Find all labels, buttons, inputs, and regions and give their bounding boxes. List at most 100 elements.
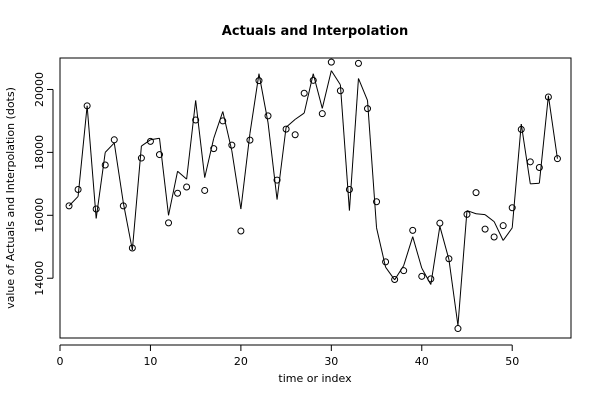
actual-point xyxy=(291,131,299,139)
interpolation-line-segment xyxy=(321,70,332,109)
actual-point xyxy=(391,275,399,283)
actual-point xyxy=(490,233,498,241)
interpolation-line-segment xyxy=(530,182,540,185)
actual-point xyxy=(409,226,417,234)
actual-point xyxy=(264,112,272,120)
point-series xyxy=(65,58,561,333)
actual-point xyxy=(282,125,290,133)
line-series xyxy=(68,70,558,326)
actual-point xyxy=(137,154,145,162)
actual-point xyxy=(183,183,191,191)
x-axis-label: time or index xyxy=(278,372,352,385)
y-axis-label: value of Actuals and Interpolation (dots… xyxy=(4,87,17,309)
actual-point xyxy=(74,186,82,194)
interpolation-line-segment xyxy=(68,196,79,207)
actual-point xyxy=(228,141,236,149)
interpolation-line-segment xyxy=(131,146,142,250)
interpolation-line-segment xyxy=(231,150,242,210)
interpolation-line-segment xyxy=(520,123,531,184)
interpolation-line-segment xyxy=(122,202,133,251)
x-tick-label: 0 xyxy=(57,355,64,368)
x-tick-label: 40 xyxy=(415,355,429,368)
actual-point xyxy=(418,272,426,280)
interpolation-line-segment xyxy=(403,236,414,266)
interpolation-line-segment xyxy=(457,210,468,326)
actual-point xyxy=(382,258,390,266)
actual-point xyxy=(92,205,100,213)
y-tick-label: 16000 xyxy=(33,198,46,233)
actual-point xyxy=(110,136,118,144)
actual-point xyxy=(210,145,218,153)
interpolation-line-segment xyxy=(258,73,269,123)
actual-point xyxy=(517,125,525,133)
interpolation-line-segment xyxy=(475,213,486,216)
actual-point xyxy=(101,161,109,169)
interpolation-line-segment xyxy=(222,111,233,151)
actual-point xyxy=(427,275,435,283)
interpolation-line-segment xyxy=(376,227,387,268)
interpolation-line-segment xyxy=(186,100,197,180)
actual-point xyxy=(553,155,561,163)
actual-point xyxy=(246,136,254,144)
interpolation-line-segment xyxy=(511,124,522,228)
actual-point xyxy=(318,110,326,118)
actual-point xyxy=(309,76,317,84)
actual-point xyxy=(192,116,200,124)
actual-point xyxy=(481,225,489,233)
actual-point xyxy=(463,210,471,218)
interpolation-line-segment xyxy=(177,170,187,180)
actual-point xyxy=(201,186,209,194)
actual-point xyxy=(345,186,353,194)
interpolation-line-segment xyxy=(493,221,504,241)
actual-point xyxy=(336,87,344,95)
interpolation-line-segment xyxy=(249,73,260,134)
x-tick-label: 50 xyxy=(505,355,519,368)
interpolation-line-segment xyxy=(412,236,423,269)
actual-point xyxy=(454,325,462,333)
interpolation-line-segment xyxy=(204,138,215,178)
interpolation-line-segment xyxy=(367,100,378,228)
actual-point xyxy=(65,202,73,210)
interpolation-line-segment xyxy=(357,78,368,101)
interpolation-line-segment xyxy=(77,105,88,197)
x-tick-label: 20 xyxy=(234,355,248,368)
actual-point xyxy=(526,158,534,166)
interpolation-line-segment xyxy=(86,105,97,219)
interpolation-line-segment xyxy=(330,70,341,86)
x-tick-label: 30 xyxy=(324,355,338,368)
interpolation-line-segment xyxy=(538,95,549,184)
interpolation-line-segment xyxy=(195,100,206,178)
interpolation-line-segment xyxy=(502,227,513,241)
actual-point xyxy=(535,163,543,171)
interpolation-line-segment xyxy=(303,73,314,114)
interpolation-line-segment xyxy=(213,111,224,139)
actual-point xyxy=(219,117,227,125)
y-tick-label: 14000 xyxy=(33,261,46,296)
x-tick-label: 10 xyxy=(143,355,157,368)
actual-point xyxy=(165,219,173,227)
interpolation-line-segment xyxy=(385,266,396,281)
interpolation-line-segment xyxy=(95,152,106,219)
interpolation-line-segment xyxy=(348,78,359,211)
actual-point xyxy=(119,202,127,210)
plot-frame xyxy=(59,57,572,339)
actual-point xyxy=(364,105,372,113)
actual-point xyxy=(472,189,480,197)
actual-point xyxy=(237,227,245,235)
actual-point xyxy=(508,204,516,212)
x-axis: 0 10 20 30 40 50 xyxy=(57,344,519,368)
interpolation-line-segment xyxy=(158,138,170,216)
interpolation-line-segment xyxy=(439,226,450,260)
actual-point xyxy=(255,77,263,85)
interpolation-line-segment xyxy=(141,139,151,147)
actual-point xyxy=(155,151,163,159)
interpolation-line-segment xyxy=(466,210,477,215)
interpolation-line-segment xyxy=(276,127,287,200)
interpolation-line-segment xyxy=(312,73,323,109)
actual-point xyxy=(128,244,136,252)
interpolation-line-segment xyxy=(339,84,350,211)
actual-point xyxy=(436,219,444,227)
actual-point xyxy=(146,137,154,145)
chart-title: Actuals and Interpolation xyxy=(222,24,408,39)
